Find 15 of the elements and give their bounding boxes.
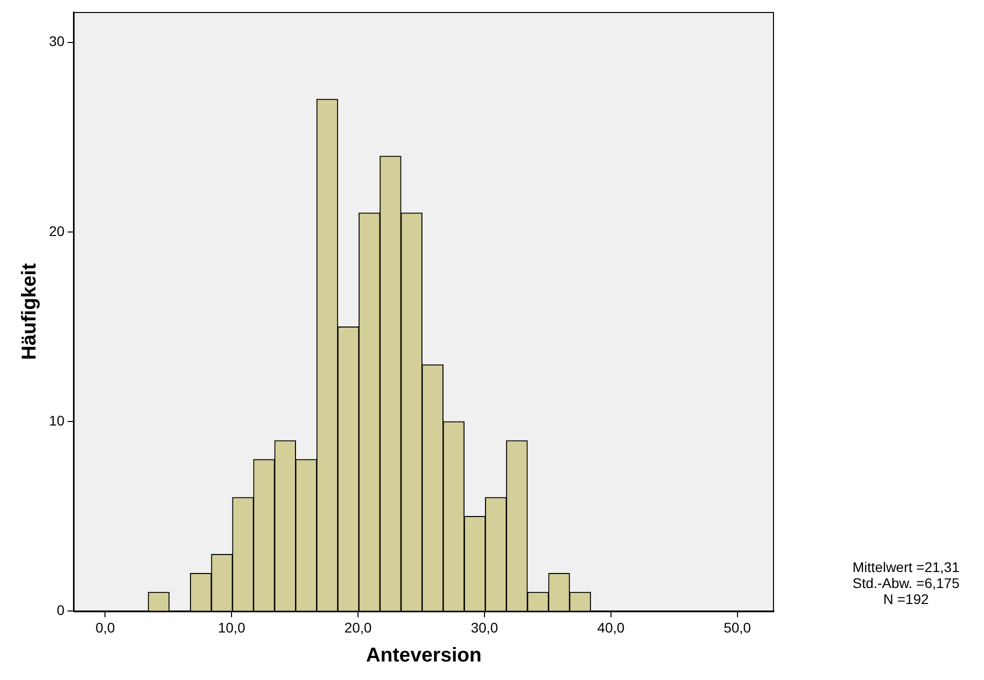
text: N =192 bbox=[883, 591, 929, 608]
x-tick-label: 10,0 bbox=[218, 619, 246, 636]
text: Mittelwert =21,31 bbox=[852, 559, 960, 576]
y-axis-title: Häufigkeit bbox=[18, 262, 41, 360]
x-tick-label: 50,0 bbox=[724, 619, 752, 636]
y-tick-label: 10 bbox=[48, 412, 65, 428]
y-tick-label: 20 bbox=[48, 222, 65, 239]
y-tick-label: 0 bbox=[56, 602, 65, 618]
x-tick-label: 0,0 bbox=[95, 619, 116, 636]
text: Std.-Abw. =6,175 bbox=[852, 575, 960, 592]
x-tick-label: 30,0 bbox=[470, 619, 498, 636]
x-axis-title: Anteversion bbox=[366, 644, 482, 667]
y-tick-label: 30 bbox=[48, 33, 65, 50]
x-tick-label: 20,0 bbox=[344, 619, 372, 636]
x-tick-label: 40,0 bbox=[597, 619, 625, 636]
